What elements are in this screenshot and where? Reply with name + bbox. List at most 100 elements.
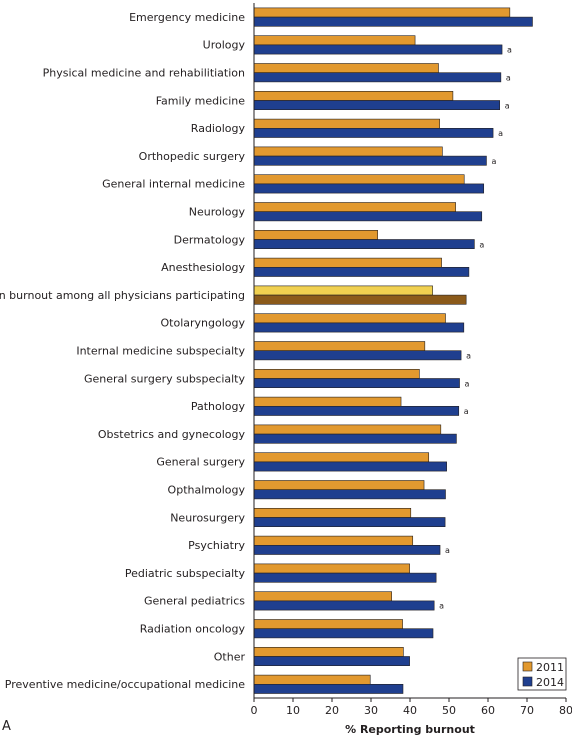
significance-note-psychiatry: a	[445, 546, 450, 555]
bar-2014-physical-medicine-and-rehabilitiation	[253, 72, 502, 83]
bar-2011-radiology	[253, 118, 440, 129]
x-axis-title: % Reporting burnout	[345, 723, 475, 736]
bar-2014-family-medicine	[253, 100, 500, 110]
category-label-general-internal-medicine: General internal medicine	[102, 178, 245, 191]
bar-2014-other	[253, 656, 410, 666]
legend: 2011 2014	[517, 657, 567, 691]
bar-2011-general-pediatrics	[253, 591, 392, 602]
bar-2014-general-pediatrics	[253, 600, 435, 611]
category-label-emergency-medicine: Emergency medicine	[129, 11, 245, 24]
bar-2011-orthopedic-surgery	[253, 146, 443, 157]
bar-2011-mean-burnout-among-all-physicians-participating	[253, 285, 433, 296]
bar-2011-dermatology	[253, 230, 378, 240]
category-label-dermatology: Dermatology	[174, 233, 246, 246]
category-label-neurology: Neurology	[189, 206, 246, 219]
category-label-pathology: Pathology	[191, 400, 246, 413]
bar-2014-obstetrics-and-gynecology	[253, 433, 457, 444]
bar-2014-neurosurgery	[253, 517, 446, 527]
bar-2014-internal-medicine-subspecialty	[253, 350, 462, 361]
category-label-other: Other	[214, 650, 246, 663]
legend-swatch-2014	[522, 676, 533, 687]
bar-2014-pediatric-subspecialty	[253, 572, 437, 583]
significance-note-general-pediatrics: a	[439, 602, 444, 611]
bar-2011-pediatric-subspecialty	[253, 563, 410, 574]
bars-group	[253, 7, 533, 694]
bar-2011-opthalmology	[253, 480, 425, 490]
x-tick-label-60: 60	[481, 704, 495, 717]
category-label-opthalmology: Opthalmology	[168, 484, 246, 497]
significance-note-pathology: a	[464, 407, 469, 416]
bar-2014-anesthesiology	[253, 266, 470, 277]
x-tick-label-20: 20	[325, 704, 339, 717]
x-tick-label-50: 50	[442, 704, 456, 717]
bar-2011-family-medicine	[253, 91, 454, 101]
bar-2014-pathology	[253, 405, 460, 416]
bar-2011-physical-medicine-and-rehabilitiation	[253, 63, 439, 73]
bar-2014-opthalmology	[253, 489, 446, 500]
bar-2011-neurology	[253, 202, 456, 212]
category-label-neurosurgery: Neurosurgery	[170, 511, 245, 524]
bar-2011-psychiatry	[253, 535, 414, 546]
x-tick-label-0: 0	[251, 704, 258, 717]
category-label-mean-burnout-among-all-physicians-participating: Mean burnout among all physicians partic…	[0, 289, 245, 302]
bar-2014-dermatology	[253, 239, 475, 249]
bar-2014-urology	[253, 44, 503, 55]
bar-2011-radiation-oncology	[253, 619, 403, 629]
category-label-psychiatry: Psychiatry	[188, 539, 245, 552]
bar-2011-anesthesiology	[253, 257, 442, 268]
category-label-internal-medicine-subspecialty: Internal medicine subspecialty	[76, 345, 245, 358]
bar-2014-neurology	[253, 211, 483, 222]
bar-2011-obstetrics-and-gynecology	[253, 424, 442, 435]
x-ticks-group: 0 10 20 30 40 50 60 70 80	[251, 698, 572, 717]
bar-2014-orthopedic-surgery	[253, 155, 487, 166]
bar-2011-preventive-medicine-occupational-medicine	[253, 674, 371, 685]
x-tick-label-70: 70	[520, 704, 534, 717]
bar-2011-other	[253, 646, 404, 657]
category-label-obstetrics-and-gynecology: Obstetrics and gynecology	[98, 428, 246, 441]
legend-swatch-2011	[522, 661, 533, 672]
bar-2011-general-internal-medicine	[253, 174, 465, 185]
bar-2011-pathology	[253, 396, 402, 407]
x-tick-label-30: 30	[364, 704, 378, 717]
significance-note-urology: a	[507, 46, 512, 55]
significance-note-family-medicine: a	[505, 101, 510, 110]
category-label-physical-medicine-and-rehabilitiation: Physical medicine and rehabilitiation	[43, 67, 245, 80]
category-label-general-surgery: General surgery	[156, 456, 245, 469]
category-labels-group: Emergency medicine Urology Physical medici…	[0, 11, 245, 691]
bar-2014-general-internal-medicine	[253, 183, 485, 194]
x-tick-label-80: 80	[559, 704, 572, 717]
significance-note-orthopedic-surgery: a	[491, 157, 496, 166]
bar-2011-internal-medicine-subspecialty	[253, 341, 426, 351]
category-label-pediatric-subspecialty: Pediatric subspecialty	[125, 567, 246, 580]
category-label-preventive-medicine-occupational-medicine: Preventive medicine/occupational medicin…	[5, 678, 245, 691]
bar-2014-radiation-oncology	[253, 628, 434, 639]
significance-note-internal-medicine-subspecialty: a	[466, 352, 471, 361]
bar-2011-general-surgery	[253, 452, 430, 463]
bar-2014-otolaryngology	[253, 322, 465, 333]
significance-note-radiology: a	[498, 129, 503, 138]
legend-label-2014: 2014	[536, 676, 564, 689]
bar-2014-general-surgery-subspecialty	[253, 378, 460, 388]
x-tick-label-10: 10	[286, 704, 300, 717]
legend-label-2011: 2011	[536, 661, 564, 674]
bar-2014-radiology	[253, 128, 494, 138]
category-label-general-surgery-subspecialty: General surgery subspecialty	[84, 372, 246, 385]
bar-2014-mean-burnout-among-all-physicians-participating	[253, 294, 467, 305]
bar-2011-general-surgery-subspecialty	[253, 368, 420, 379]
bar-2014-general-surgery	[253, 461, 447, 472]
bar-2014-preventive-medicine-occupational-medicine	[253, 683, 404, 694]
significance-note-general-surgery-subspecialty: a	[465, 379, 470, 388]
category-label-orthopedic-surgery: Orthopedic surgery	[139, 150, 246, 163]
category-label-radiation-oncology: Radiation oncology	[140, 623, 246, 636]
bar-2014-emergency-medicine	[253, 16, 533, 27]
significance-notes-group: a a a a a a a a a a a	[439, 46, 512, 611]
category-label-anesthesiology: Anesthesiology	[161, 261, 245, 274]
significance-note-physical-medicine-and-rehabilitiation: a	[506, 74, 511, 83]
category-label-general-pediatrics: General pediatrics	[144, 595, 245, 608]
bar-2011-neurosurgery	[253, 507, 412, 518]
panel-letter: A	[2, 719, 11, 734]
category-label-family-medicine: Family medicine	[156, 94, 245, 107]
category-label-urology: Urology	[203, 39, 246, 52]
category-label-radiology: Radiology	[191, 122, 246, 135]
